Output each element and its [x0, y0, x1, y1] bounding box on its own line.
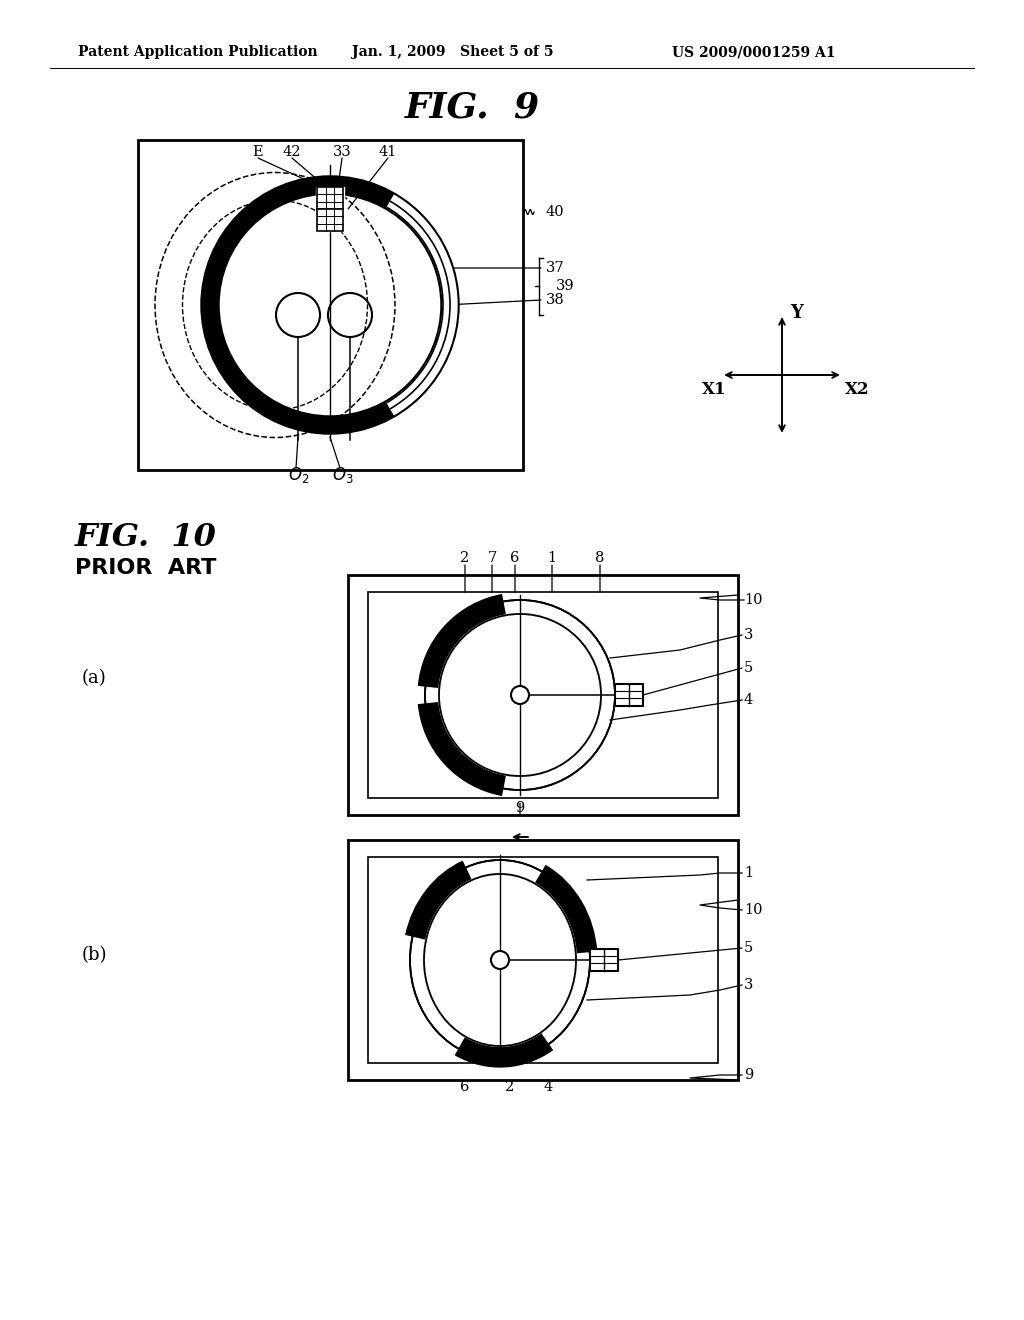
Text: 6: 6 [510, 550, 520, 565]
Text: X2: X2 [845, 380, 869, 397]
Bar [317, 209, 343, 231]
Text: 2: 2 [461, 550, 470, 565]
Text: 1: 1 [744, 866, 753, 880]
Text: 4: 4 [544, 1080, 553, 1094]
Wedge shape [312, 177, 348, 194]
Text: 37: 37 [546, 261, 564, 275]
Text: 6: 6 [461, 1080, 470, 1094]
Text: 38: 38 [546, 293, 565, 308]
Ellipse shape [438, 612, 602, 777]
Text: 42: 42 [283, 145, 301, 158]
Bar [317, 187, 343, 209]
Text: 10: 10 [744, 593, 763, 607]
Text: FIG.  9: FIG. 9 [406, 90, 540, 124]
Ellipse shape [423, 873, 577, 1047]
Text: 8: 8 [595, 550, 605, 565]
Text: 1: 1 [548, 550, 557, 565]
Text: Y: Y [790, 304, 803, 322]
Text: E: E [253, 145, 263, 158]
Text: $O_3$: $O_3$ [332, 465, 353, 484]
Text: 5: 5 [744, 941, 754, 954]
Text: Patent Application Publication: Patent Application Publication [78, 45, 317, 59]
Wedge shape [312, 416, 348, 433]
Text: 33: 33 [333, 145, 351, 158]
Bar [316, 187, 344, 231]
Text: 41: 41 [379, 145, 397, 158]
Bar [615, 684, 643, 706]
Text: 10: 10 [744, 903, 763, 917]
Text: PRIOR  ART: PRIOR ART [75, 558, 216, 578]
Text: (b): (b) [82, 946, 108, 964]
Text: 9: 9 [515, 801, 524, 814]
Text: 7: 7 [487, 550, 497, 565]
Text: 40: 40 [546, 205, 564, 219]
Text: 2: 2 [506, 1080, 515, 1094]
Text: 5: 5 [744, 661, 754, 675]
Circle shape [511, 686, 529, 704]
Bar [590, 949, 618, 972]
Text: 4: 4 [744, 693, 754, 708]
Text: FIG.  10: FIG. 10 [75, 521, 217, 553]
Text: (a): (a) [82, 669, 106, 686]
Text: 3: 3 [744, 978, 754, 993]
Bar [368, 591, 718, 799]
Text: Jan. 1, 2009   Sheet 5 of 5: Jan. 1, 2009 Sheet 5 of 5 [352, 45, 554, 59]
Circle shape [490, 950, 509, 969]
Bar [348, 576, 738, 814]
Text: X1: X1 [702, 380, 726, 397]
Text: 9: 9 [744, 1068, 754, 1082]
Text: US 2009/0001259 A1: US 2009/0001259 A1 [672, 45, 836, 59]
Text: $O_2$: $O_2$ [288, 465, 309, 484]
Bar [348, 840, 738, 1080]
Bar [138, 140, 523, 470]
Text: 3: 3 [744, 628, 754, 642]
Bar [368, 857, 718, 1063]
Text: 39: 39 [556, 279, 574, 293]
